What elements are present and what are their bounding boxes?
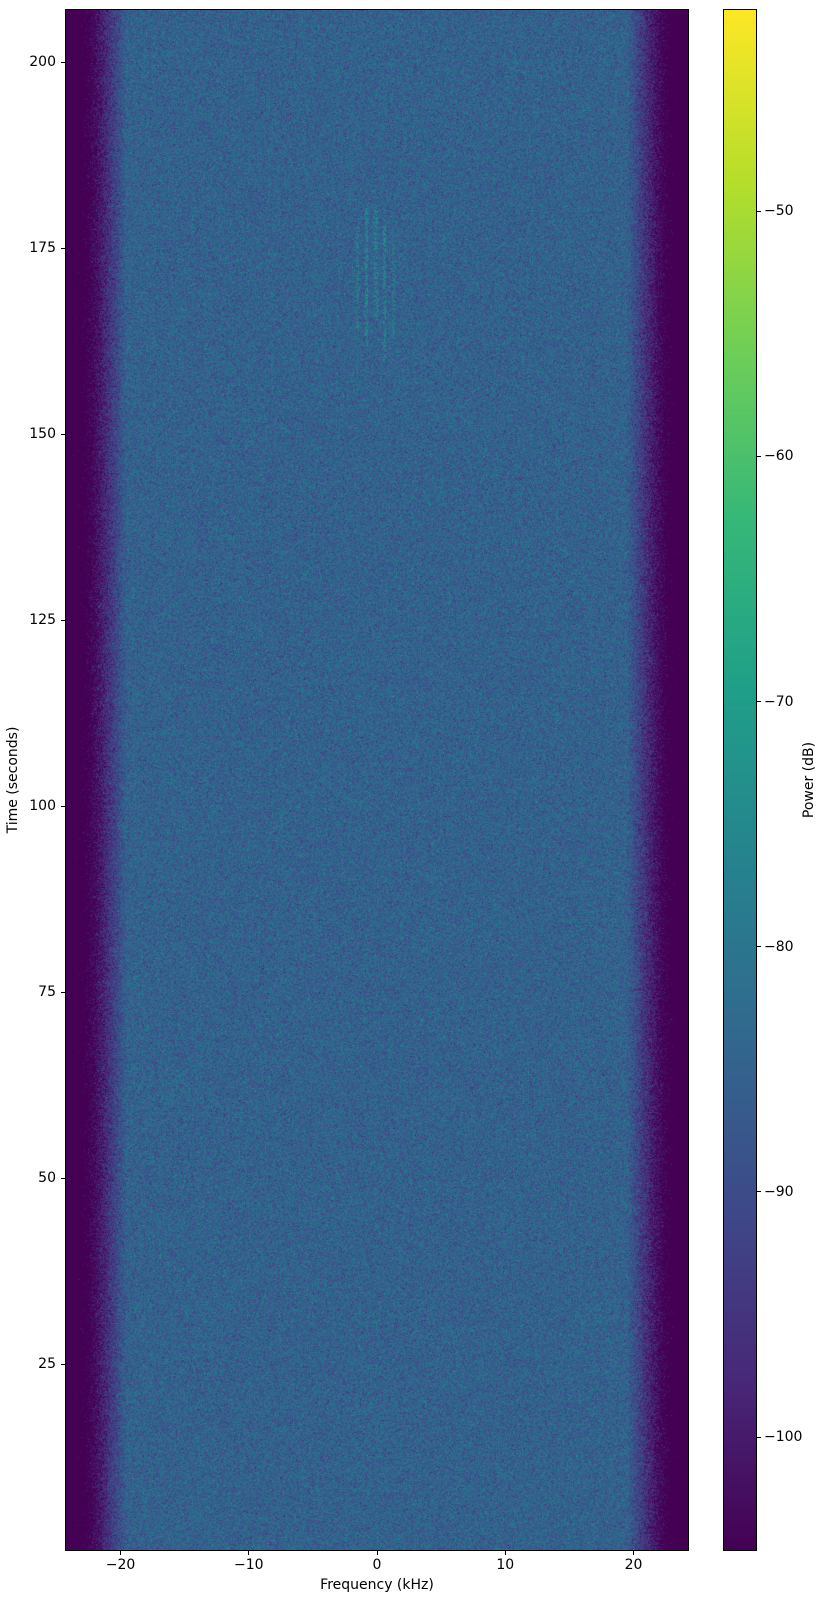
spectrogram-heatmap xyxy=(66,10,688,1550)
y-tick-label: 200 xyxy=(29,54,56,71)
colorbar-tick-mark xyxy=(756,455,761,457)
y-tick-label: 25 xyxy=(38,1356,56,1372)
y-tick-mark xyxy=(61,805,66,807)
x-tick-mark xyxy=(120,1550,121,1555)
y-tick-mark xyxy=(61,991,66,993)
colorbar-tick-label: −100 xyxy=(764,1429,803,1446)
y-tick-label: 50 xyxy=(38,1170,56,1187)
colorbar-tick-label: −90 xyxy=(764,1183,794,1200)
colorbar-tick-mark xyxy=(756,701,761,703)
x-tick-label: 0 xyxy=(372,1557,382,1573)
y-axis-label: Time (seconds) xyxy=(5,726,21,834)
y-tick-label: 175 xyxy=(29,240,56,257)
x-tick-mark xyxy=(248,1550,250,1555)
y-tick-label: 150 xyxy=(29,426,56,443)
y-tick-mark xyxy=(61,619,66,621)
colorbar-tick-mark xyxy=(756,1191,761,1193)
colorbar-tick-label: −60 xyxy=(764,448,794,465)
colorbar-tick-label: −80 xyxy=(764,938,794,955)
x-tick-mark xyxy=(376,1550,378,1555)
y-tick-mark xyxy=(61,1177,66,1179)
y-tick-label: 100 xyxy=(29,798,56,815)
colorbar-tick-mark xyxy=(756,210,761,212)
x-tick-label: −10 xyxy=(233,1557,264,1573)
x-tick-mark xyxy=(632,1550,634,1555)
x-tick-label: −20 xyxy=(105,1557,136,1573)
colorbar-label: Power (dB) xyxy=(801,741,817,819)
x-tick-label: 20 xyxy=(624,1557,643,1573)
colorbar-tick-mark xyxy=(756,1436,761,1438)
y-tick-mark xyxy=(61,1363,66,1365)
x-axis-label: Frequency (kHz) xyxy=(320,1577,434,1593)
colorbar-gradient xyxy=(724,10,756,1550)
x-tick-label: 10 xyxy=(496,1557,515,1573)
y-tick-mark xyxy=(61,433,66,435)
y-tick-label: 125 xyxy=(29,612,56,629)
y-tick-mark xyxy=(61,247,66,249)
x-tick-mark xyxy=(504,1550,506,1555)
y-tick-mark xyxy=(61,61,66,63)
colorbar-tick-label: −70 xyxy=(764,693,794,710)
colorbar-tick-mark xyxy=(756,946,761,948)
y-tick-label: 75 xyxy=(38,984,56,1001)
colorbar-tick-label: −50 xyxy=(764,203,794,220)
